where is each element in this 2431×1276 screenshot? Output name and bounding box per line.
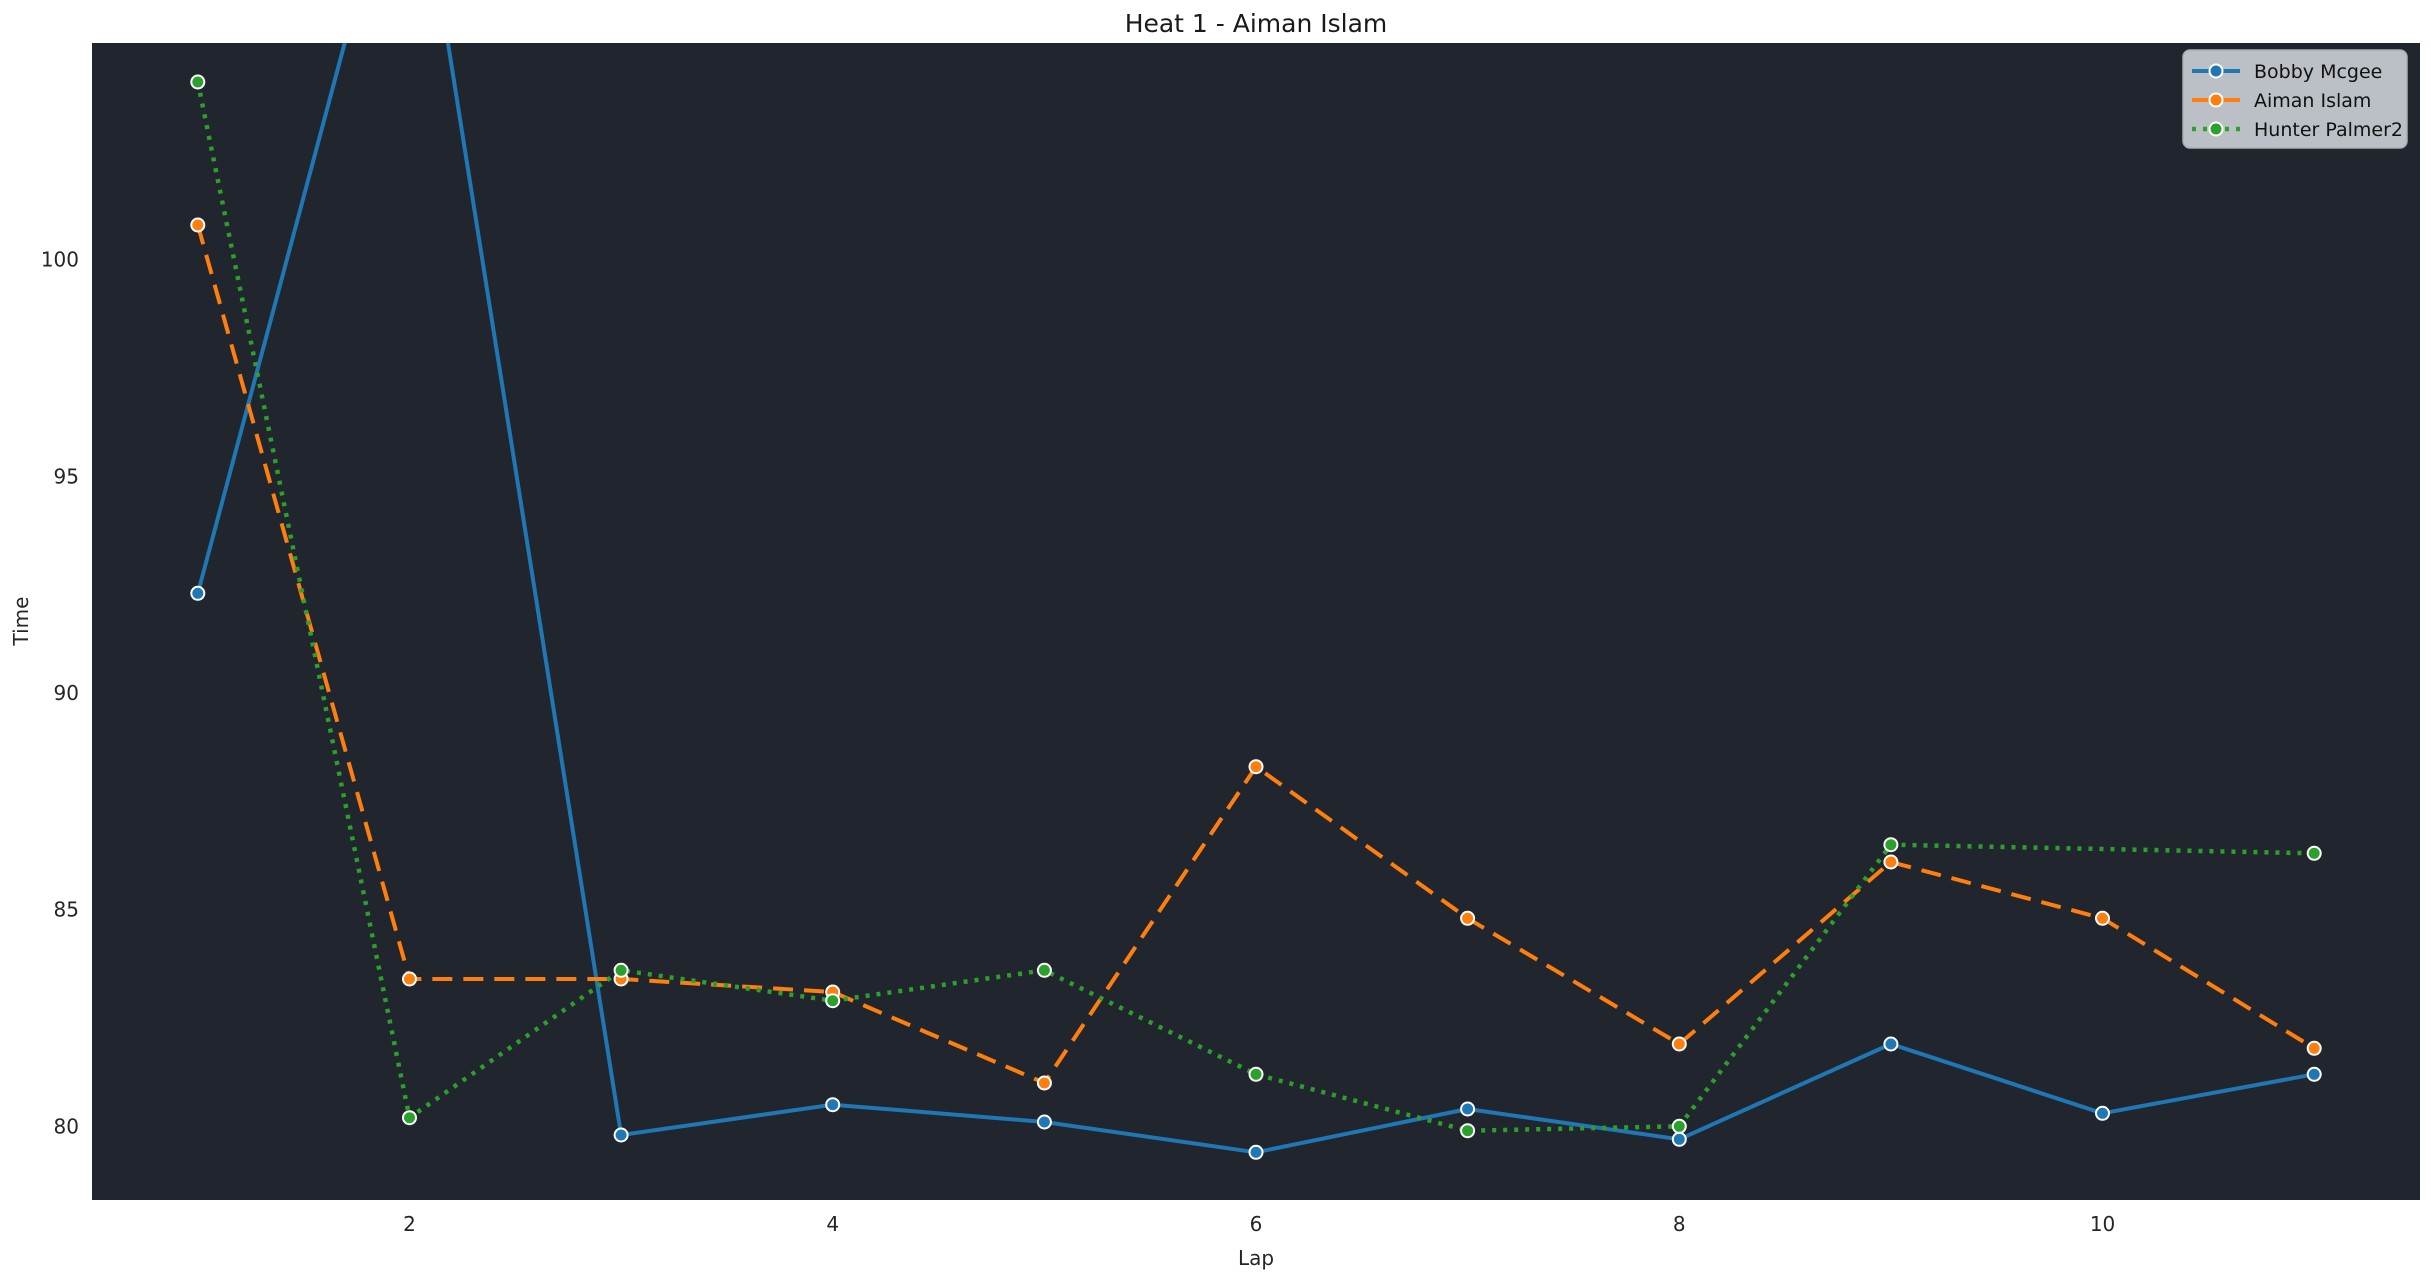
data-point-marker — [1460, 910, 1476, 926]
data-point-marker — [1036, 962, 1052, 978]
data-point-marker — [1248, 1144, 1264, 1160]
legend-label-2: Hunter Palmer2 — [2254, 119, 2403, 141]
y-tick-label: 90 — [54, 681, 79, 705]
data-point-marker — [1883, 1036, 1899, 1052]
data-point-marker — [2095, 910, 2110, 926]
chart-title: Heat 1 - Aiman Islam — [1125, 9, 1388, 38]
legend-sample-marker — [2208, 63, 2224, 79]
x-axis-label: Lap — [1238, 1246, 1274, 1270]
data-point-marker — [1883, 837, 1899, 853]
x-tick-label: 10 — [2090, 1212, 2115, 1236]
y-tick-label: 80 — [54, 1114, 79, 1138]
legend-label-0: Bobby Mcgee — [2254, 61, 2382, 83]
data-point-marker — [2306, 1040, 2322, 1056]
data-point-marker — [2306, 845, 2322, 861]
x-tick-label: 6 — [1250, 1212, 1263, 1236]
legend-item-hunter-palmer2: Hunter Palmer2 — [2192, 119, 2403, 141]
data-point-marker — [1671, 1036, 1687, 1052]
data-point-marker — [1036, 1075, 1052, 1091]
y-axis-tick-labels: 80 85 90 95 100 — [41, 248, 79, 1139]
data-point-marker — [1248, 1066, 1264, 1082]
data-point-marker — [1248, 759, 1264, 775]
y-tick-label: 95 — [54, 464, 79, 488]
data-point-marker — [1671, 1131, 1687, 1147]
data-point-marker — [825, 1097, 841, 1113]
data-point-marker — [190, 585, 206, 601]
data-point-marker — [190, 217, 206, 233]
data-point-marker — [402, 1110, 417, 1126]
series-layer — [190, 43, 2322, 1160]
x-tick-label: 4 — [826, 1212, 839, 1236]
legend-item-aiman-islam: Aiman Islam — [2192, 90, 2371, 112]
data-point-marker — [1036, 1114, 1052, 1130]
data-point-marker — [613, 962, 629, 978]
series-line-hunter-palmer2 — [195, 81, 2315, 1133]
data-point-marker — [402, 971, 417, 987]
data-point-marker — [613, 1127, 629, 1143]
legend-sample-marker — [2208, 121, 2224, 137]
x-tick-label: 2 — [403, 1212, 416, 1236]
data-point-marker — [1460, 1101, 1476, 1117]
data-point-marker — [1460, 1123, 1476, 1139]
data-point-marker — [2306, 1066, 2322, 1082]
data-point-marker — [825, 993, 841, 1009]
y-axis-label: Time — [9, 597, 33, 647]
x-axis-tick-labels: 2 4 6 8 10 — [403, 1212, 2115, 1236]
legend-label-1: Aiman Islam — [2254, 90, 2371, 112]
y-tick-label: 100 — [41, 248, 79, 272]
data-point-marker — [1671, 1118, 1687, 1134]
legend: Bobby Mcgee Aiman Islam Hunter Palmer2 — [2182, 49, 2408, 149]
x-tick-label: 8 — [1673, 1212, 1686, 1236]
legend-item-bobby-mcgee: Bobby Mcgee — [2192, 61, 2382, 83]
data-point-marker — [2095, 1105, 2110, 1121]
data-point-marker — [190, 74, 206, 90]
plot-area — [92, 43, 2420, 1200]
legend-sample-marker — [2208, 92, 2224, 108]
y-tick-label: 85 — [54, 898, 79, 922]
legend-box — [2182, 49, 2408, 149]
data-point-marker — [1883, 854, 1899, 870]
